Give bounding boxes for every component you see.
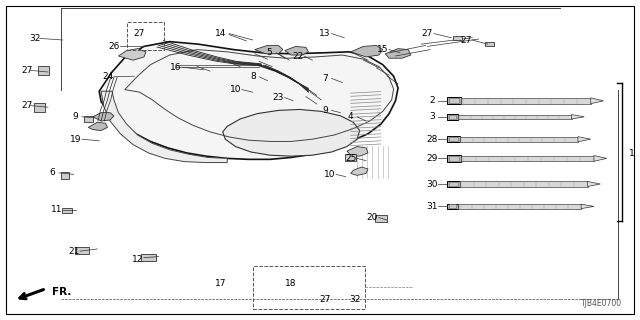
Text: 26: 26 — [108, 42, 120, 51]
Text: 28: 28 — [426, 135, 438, 144]
Bar — [447, 181, 460, 187]
Polygon shape — [578, 137, 591, 142]
Bar — [449, 115, 456, 119]
Bar — [38, 66, 49, 75]
Polygon shape — [588, 181, 600, 187]
Bar — [447, 97, 461, 104]
Bar — [375, 215, 387, 222]
Text: 31: 31 — [426, 202, 438, 211]
Bar — [61, 172, 69, 179]
Text: 23: 23 — [273, 93, 284, 102]
Text: 9: 9 — [73, 112, 78, 121]
Text: 7: 7 — [323, 74, 328, 83]
Bar — [485, 42, 494, 46]
Text: 14: 14 — [215, 29, 227, 38]
Text: 27: 27 — [21, 66, 33, 75]
Text: 4: 4 — [348, 112, 353, 121]
Text: 17: 17 — [215, 279, 227, 288]
Bar — [449, 204, 456, 208]
Text: 29: 29 — [426, 154, 438, 163]
Bar — [62, 208, 72, 213]
Polygon shape — [99, 42, 398, 159]
Text: 32: 32 — [349, 295, 361, 304]
Text: FR.: FR. — [52, 287, 72, 297]
Bar — [84, 116, 93, 122]
Text: 20: 20 — [367, 213, 378, 222]
Bar — [449, 156, 459, 161]
Text: 13: 13 — [319, 29, 331, 38]
Text: 30: 30 — [426, 180, 438, 188]
Text: 5: 5 — [266, 48, 271, 57]
Polygon shape — [118, 49, 146, 60]
Polygon shape — [223, 109, 360, 156]
Bar — [447, 204, 458, 209]
Polygon shape — [591, 98, 604, 104]
Bar — [449, 182, 458, 186]
Polygon shape — [572, 115, 584, 119]
Text: 22: 22 — [292, 52, 303, 60]
Polygon shape — [255, 45, 283, 54]
Text: 9: 9 — [323, 106, 328, 115]
Polygon shape — [351, 167, 368, 175]
Polygon shape — [347, 147, 368, 156]
Bar — [447, 136, 460, 142]
Bar — [461, 156, 594, 161]
Text: 25: 25 — [345, 154, 356, 163]
Bar — [127, 22, 164, 50]
Bar — [460, 181, 588, 187]
Polygon shape — [101, 91, 227, 163]
Text: 6: 6 — [50, 168, 55, 177]
Text: 10: 10 — [324, 170, 335, 179]
Text: 21: 21 — [68, 247, 79, 256]
Polygon shape — [594, 156, 607, 161]
Text: TJB4E0700: TJB4E0700 — [581, 299, 622, 308]
Bar — [458, 204, 581, 209]
Text: 8: 8 — [250, 72, 255, 81]
Bar — [460, 137, 578, 142]
Text: 16: 16 — [170, 63, 182, 72]
Text: 19: 19 — [70, 135, 81, 144]
Text: 27: 27 — [134, 29, 145, 38]
Bar — [447, 114, 458, 120]
Text: 18: 18 — [285, 279, 297, 288]
Text: 27: 27 — [422, 29, 433, 38]
Polygon shape — [385, 49, 411, 58]
Bar — [345, 154, 356, 161]
Text: 27: 27 — [319, 295, 331, 304]
Polygon shape — [93, 113, 114, 121]
Polygon shape — [351, 45, 383, 57]
Bar — [141, 254, 156, 261]
Text: 2: 2 — [429, 96, 435, 105]
Bar — [75, 247, 89, 254]
Polygon shape — [581, 204, 594, 209]
Bar — [449, 137, 458, 141]
Bar — [458, 115, 572, 119]
Text: 15: 15 — [377, 45, 388, 54]
Text: 11: 11 — [51, 205, 62, 214]
Text: 12: 12 — [132, 255, 143, 264]
Bar — [447, 155, 461, 162]
Bar — [449, 98, 459, 103]
Text: 1: 1 — [630, 149, 635, 158]
Text: 27: 27 — [460, 36, 472, 44]
Text: 10: 10 — [230, 85, 241, 94]
Text: 24: 24 — [102, 72, 113, 81]
Text: 27: 27 — [21, 101, 33, 110]
Bar — [461, 98, 591, 104]
Polygon shape — [88, 122, 108, 131]
Text: 3: 3 — [429, 112, 435, 121]
Text: 32: 32 — [29, 34, 41, 43]
Bar — [253, 266, 365, 309]
Bar — [34, 103, 45, 112]
Bar — [453, 36, 462, 40]
Polygon shape — [285, 46, 308, 55]
